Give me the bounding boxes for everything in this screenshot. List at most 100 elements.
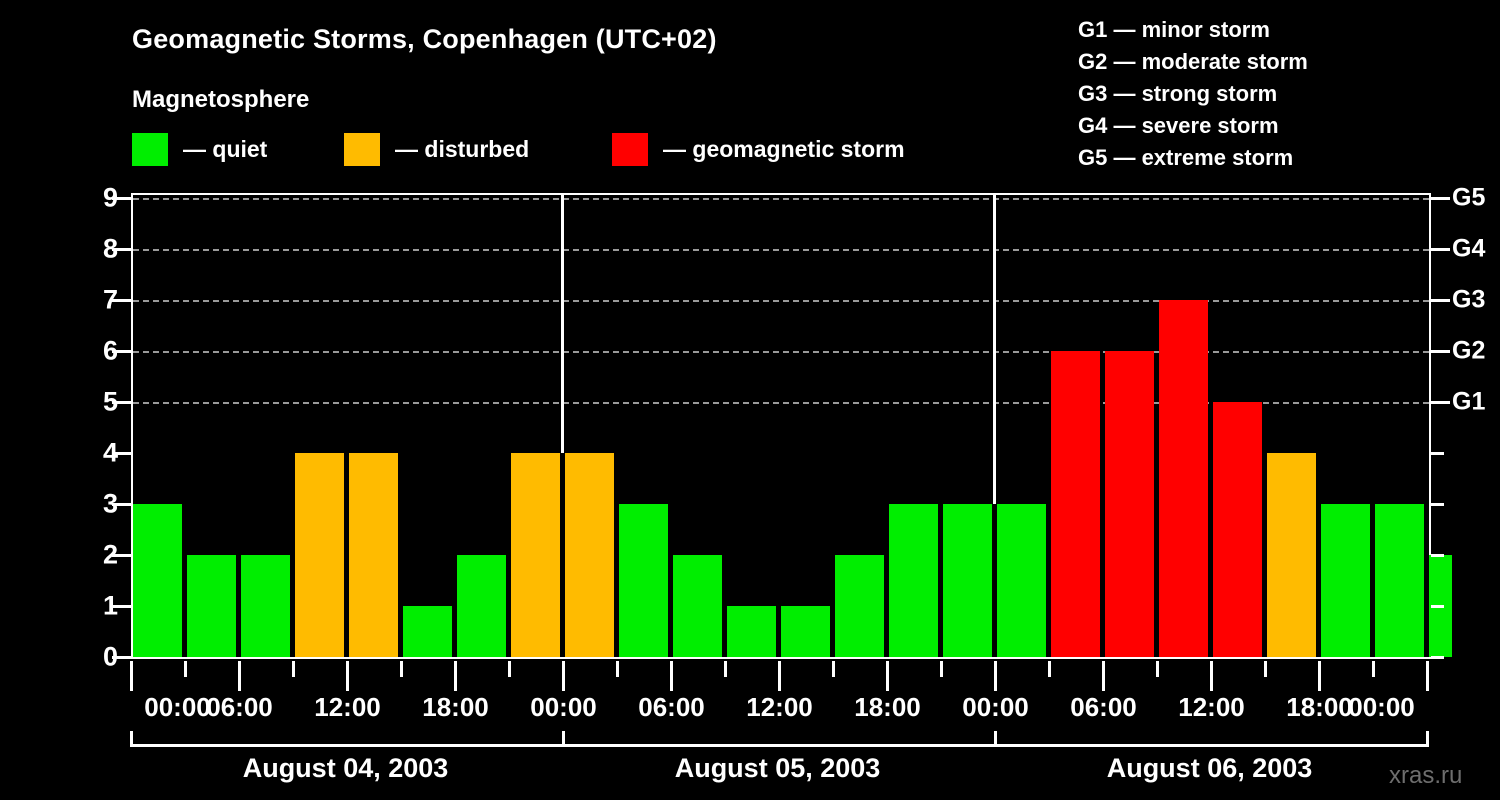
- x-axis-label-7: 18:00: [854, 692, 921, 722]
- y-tick-4: [112, 452, 131, 455]
- g-scale-legend-row-2: G2 — moderate storm: [1078, 49, 1308, 74]
- bar[interactable]: [943, 504, 992, 657]
- x-tick-14: [885, 661, 889, 691]
- bar[interactable]: [457, 555, 506, 657]
- gridline-kp-7: [133, 300, 1429, 302]
- y-axis-label-2: 2: [102, 539, 118, 570]
- bar[interactable]: [403, 606, 452, 657]
- day-label-2: August 05, 2003: [674, 753, 881, 783]
- bar[interactable]: [349, 453, 398, 657]
- right-tick-kp-5: [1431, 401, 1450, 404]
- y-axis-label-0: 0: [102, 641, 118, 672]
- bar[interactable]: [1321, 504, 1370, 657]
- day-bracket-end: [993, 731, 997, 747]
- day-label-3: August 06, 2003: [1106, 753, 1313, 783]
- day-bracket-3: [993, 744, 1426, 747]
- red-square-swatch: [612, 133, 648, 166]
- x-tick-24: [1425, 661, 1429, 691]
- x-axis-label-2: 12:00: [314, 692, 381, 722]
- bar[interactable]: [1213, 402, 1262, 657]
- bar[interactable]: [1375, 504, 1424, 657]
- legend-item-1: — disturbed: [344, 133, 529, 166]
- orange-square-swatch: [344, 133, 380, 166]
- x-tick-19: [1155, 661, 1159, 677]
- y-tick-6: [112, 350, 131, 353]
- legend-heading: Magnetosphere: [132, 86, 310, 113]
- bar[interactable]: [673, 555, 722, 657]
- x-tick-17: [1047, 661, 1051, 677]
- gridline-kp-8: [133, 249, 1429, 251]
- right-tick-kp-7: [1431, 299, 1450, 302]
- y-tick-8: [112, 248, 131, 251]
- x-tick-10: [669, 661, 673, 691]
- x-tick-18: [1101, 661, 1105, 691]
- x-tick-6: [453, 661, 457, 691]
- x-tick-21: [1263, 661, 1267, 677]
- bar[interactable]: [1105, 351, 1154, 657]
- legend-item-2: — geomagnetic storm: [612, 133, 905, 166]
- x-tick-3: [291, 661, 295, 677]
- y-tick-3: [112, 503, 131, 506]
- legend-item-label: — quiet: [183, 136, 268, 162]
- legend-item-0: — quiet: [132, 133, 267, 166]
- x-tick-20: [1209, 661, 1213, 691]
- x-tick-1: [183, 661, 187, 677]
- g-axis-label-G5: G5: [1452, 183, 1486, 212]
- bar[interactable]: [1159, 300, 1208, 657]
- y-axis-label-3: 3: [102, 488, 118, 519]
- bar[interactable]: [241, 555, 290, 657]
- y-axis-label-1: 1: [102, 590, 118, 621]
- x-axis-label-0: 00:00: [144, 692, 211, 722]
- y-axis-label-8: 8: [102, 233, 118, 264]
- watermark: xras.ru: [1389, 762, 1463, 789]
- day-bracket-end: [129, 731, 133, 747]
- bar[interactable]: [781, 606, 830, 657]
- legend-item-label: — geomagnetic storm: [663, 136, 905, 162]
- g-scale-legend-row-1: G1 — minor storm: [1078, 17, 1270, 42]
- bar[interactable]: [619, 504, 668, 657]
- x-tick-16: [993, 661, 997, 691]
- x-tick-22: [1317, 661, 1321, 691]
- y-tick-0: [112, 656, 131, 659]
- y-tick-2: [112, 554, 131, 557]
- bar[interactable]: [997, 504, 1046, 657]
- x-tick-13: [831, 661, 835, 677]
- x-tick-9: [615, 661, 619, 677]
- x-axis-label-9: 06:00: [1070, 692, 1137, 722]
- bar[interactable]: [1267, 453, 1316, 657]
- x-axis-label-5: 06:00: [638, 692, 705, 722]
- x-axis-label-11: 18:00: [1286, 692, 1353, 722]
- g-scale-legend-row-5: G5 — extreme storm: [1078, 145, 1294, 170]
- bar[interactable]: [187, 555, 236, 657]
- bar[interactable]: [511, 453, 560, 657]
- g-axis-label-G2: G2: [1452, 336, 1486, 365]
- g-scale-legend-row-4: G4 — severe storm: [1078, 113, 1279, 138]
- day-bracket-end: [561, 731, 565, 747]
- x-tick-23: [1371, 661, 1375, 677]
- x-tick-11: [723, 661, 727, 677]
- y-axis-label-5: 5: [102, 386, 118, 417]
- bar[interactable]: [1051, 351, 1100, 657]
- x-tick-7: [507, 661, 511, 677]
- bar[interactable]: [133, 504, 182, 657]
- right-tick-kp-2: [1431, 554, 1444, 557]
- y-tick-9: [112, 197, 131, 200]
- day-bracket-end: [1425, 731, 1429, 747]
- bar[interactable]: [835, 555, 884, 657]
- y-axis-label-9: 9: [102, 182, 118, 213]
- right-tick-kp-0: [1431, 656, 1444, 659]
- bar[interactable]: [295, 453, 344, 657]
- bar[interactable]: [727, 606, 776, 657]
- legend-item-label: — disturbed: [395, 136, 530, 162]
- bar[interactable]: [565, 453, 614, 657]
- day-separator-1: [561, 195, 564, 453]
- g-axis-label-G3: G3: [1452, 285, 1486, 314]
- day-separator-2: [993, 195, 996, 504]
- y-tick-5: [112, 401, 131, 404]
- green-square-swatch: [132, 133, 168, 166]
- x-axis-label-6: 12:00: [746, 692, 813, 722]
- bar[interactable]: [889, 504, 938, 657]
- y-tick-7: [112, 299, 131, 302]
- gridline-kp-6: [133, 351, 1429, 353]
